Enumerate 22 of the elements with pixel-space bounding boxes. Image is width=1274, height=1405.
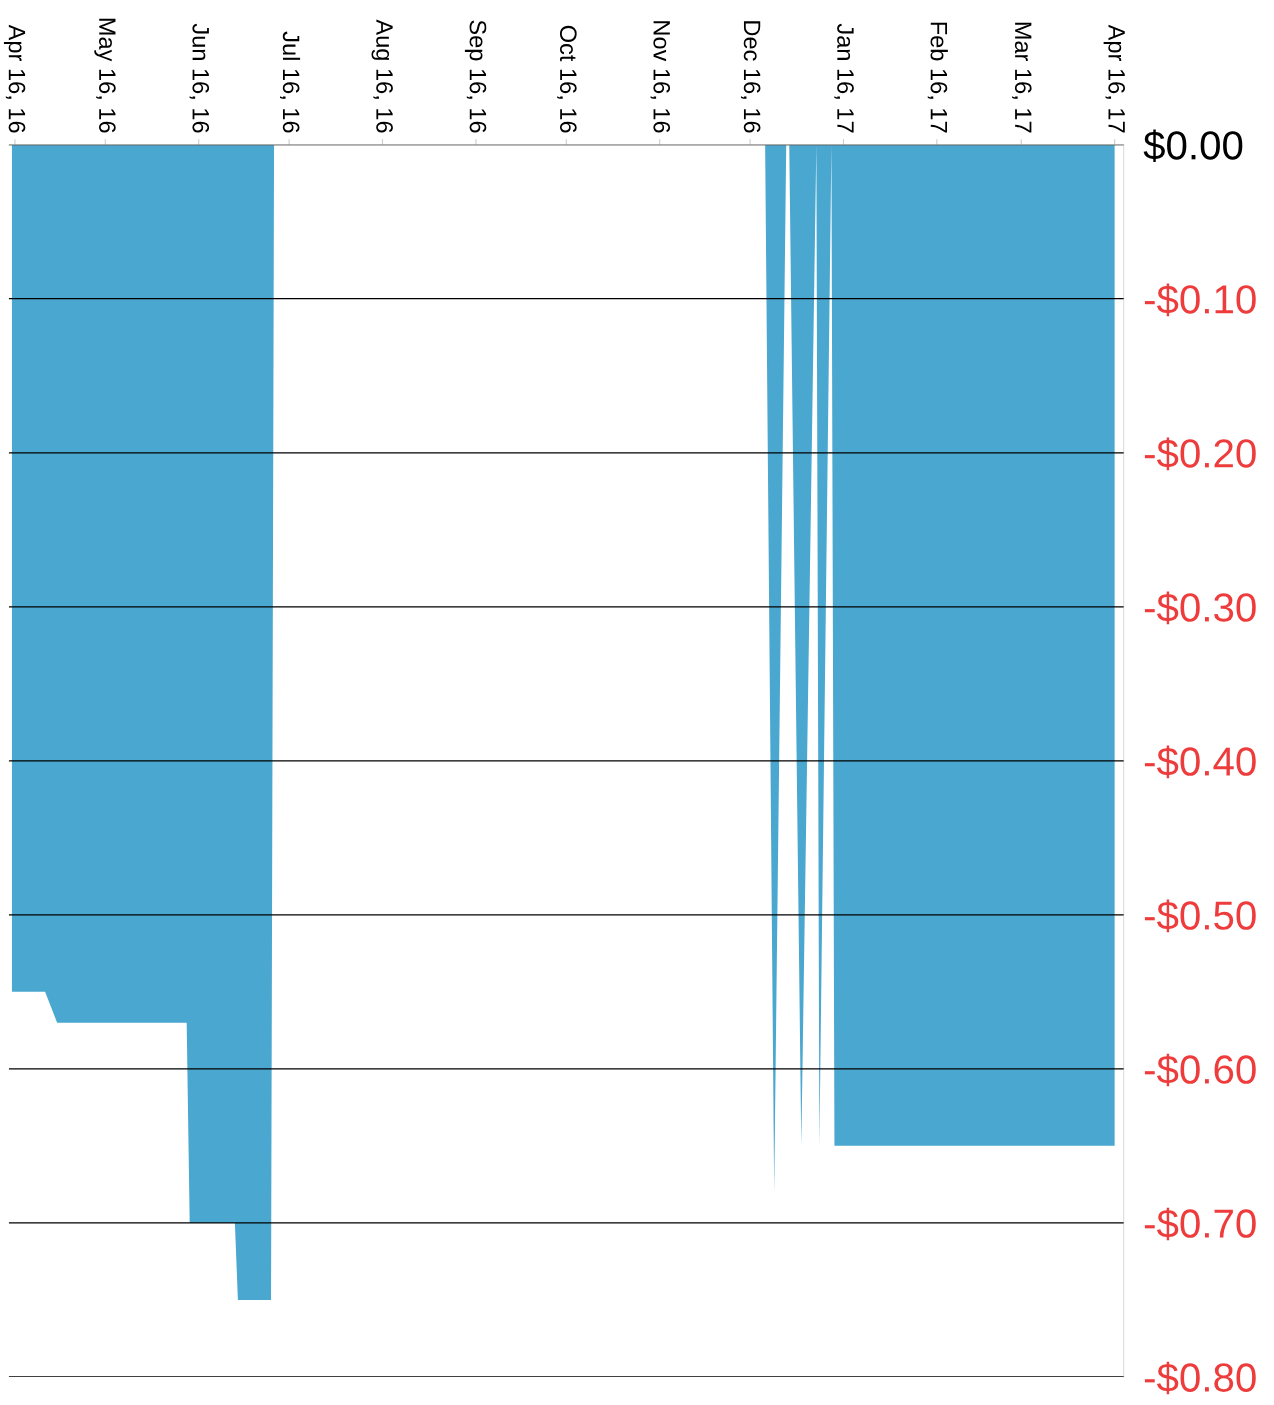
x-tick-label: Mar 16, 17 bbox=[1012, 22, 1032, 133]
x-tick-label: Jul 16, 16 bbox=[279, 31, 301, 133]
y-tick-label: -$0.30 bbox=[1144, 591, 1256, 625]
y-tick-label: -$0.80 bbox=[1144, 1361, 1256, 1395]
x-tick-label: Aug 16, 16 bbox=[371, 19, 393, 133]
x-tick-label: Apr 16, 16 bbox=[3, 24, 26, 133]
x-tick-label: Apr 16, 17 bbox=[1103, 24, 1126, 133]
y-tick-label: -$0.20 bbox=[1144, 437, 1256, 471]
x-tick-label: Oct 16, 16 bbox=[557, 25, 577, 133]
x-tick-label: Dec 16, 16 bbox=[740, 21, 761, 133]
x-tick-label: Jun 16, 16 bbox=[189, 23, 210, 133]
x-tick-label: Nov 16, 16 bbox=[650, 21, 671, 133]
y-tick-label: -$0.70 bbox=[1144, 1207, 1256, 1241]
x-tick-label: May 16, 16 bbox=[94, 18, 116, 133]
x-tick-label: Jan 16, 17 bbox=[834, 23, 854, 133]
y-tick-label: -$0.40 bbox=[1144, 745, 1256, 779]
y-tick-label: -$0.50 bbox=[1144, 899, 1256, 933]
y-tick-label: $0.00 bbox=[1143, 129, 1243, 163]
y-tick-label: -$0.10 bbox=[1144, 283, 1256, 317]
x-tick-label: Sep 16, 16 bbox=[464, 20, 487, 133]
y-tick-label: -$0.60 bbox=[1144, 1053, 1256, 1087]
x-tick-label: Feb 16, 17 bbox=[927, 22, 948, 133]
